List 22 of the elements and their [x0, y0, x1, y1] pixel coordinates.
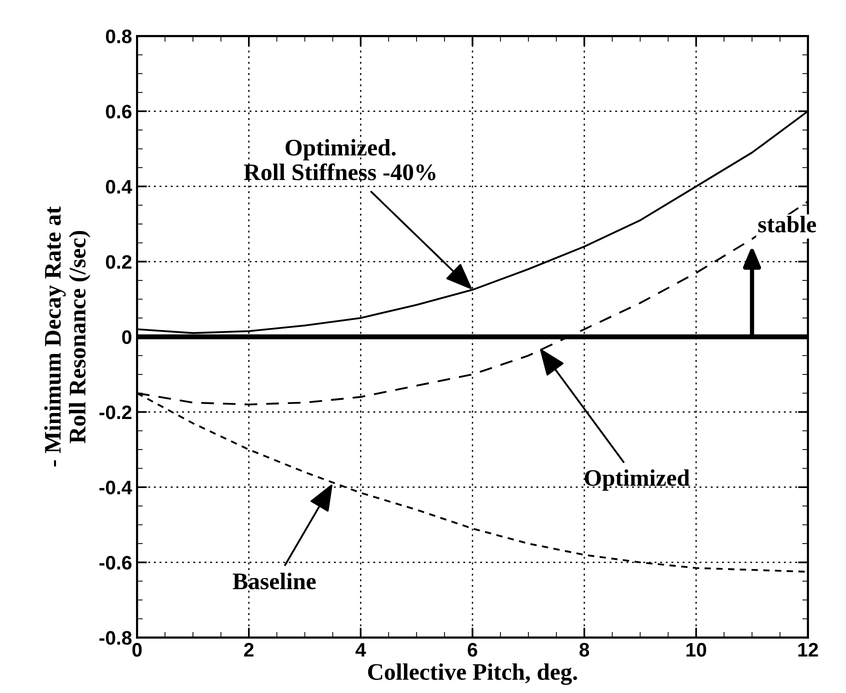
- annotation: stable: [758, 216, 816, 232]
- y-tick-label: -0.4: [99, 480, 132, 494]
- x-tick-label: 0: [132, 642, 142, 657]
- y-tick-label: 0.4: [106, 180, 132, 194]
- x-axis-title: Collective Pitch, deg.: [368, 663, 578, 685]
- y-tick-label: -0.2: [99, 405, 132, 420]
- y-tick-label: 0.6: [106, 104, 132, 118]
- x-tick-label: 10: [686, 642, 706, 657]
- y-tick-label: 0.8: [106, 30, 132, 44]
- y-tick-label: -0.8: [99, 631, 132, 645]
- y-tick-label: -0.6: [99, 556, 132, 570]
- annotation: Baseline: [232, 572, 316, 590]
- x-tick-label: 12: [798, 642, 818, 657]
- x-tick-label: 2: [244, 642, 254, 657]
- y-tick-label: 0.2: [106, 255, 132, 269]
- x-tick-label: 6: [468, 642, 478, 657]
- y-axis-title: - Minimum Decay Rate at Roll Resonance (/sec): [44, 206, 90, 466]
- y-tick-label: 0: [122, 330, 132, 344]
- x-tick-label: 8: [580, 642, 590, 657]
- annotation: Optimized: [584, 469, 690, 491]
- x-tick-label: 4: [356, 643, 366, 657]
- annotation: Optimized. Roll Stiffness -40%: [244, 138, 436, 180]
